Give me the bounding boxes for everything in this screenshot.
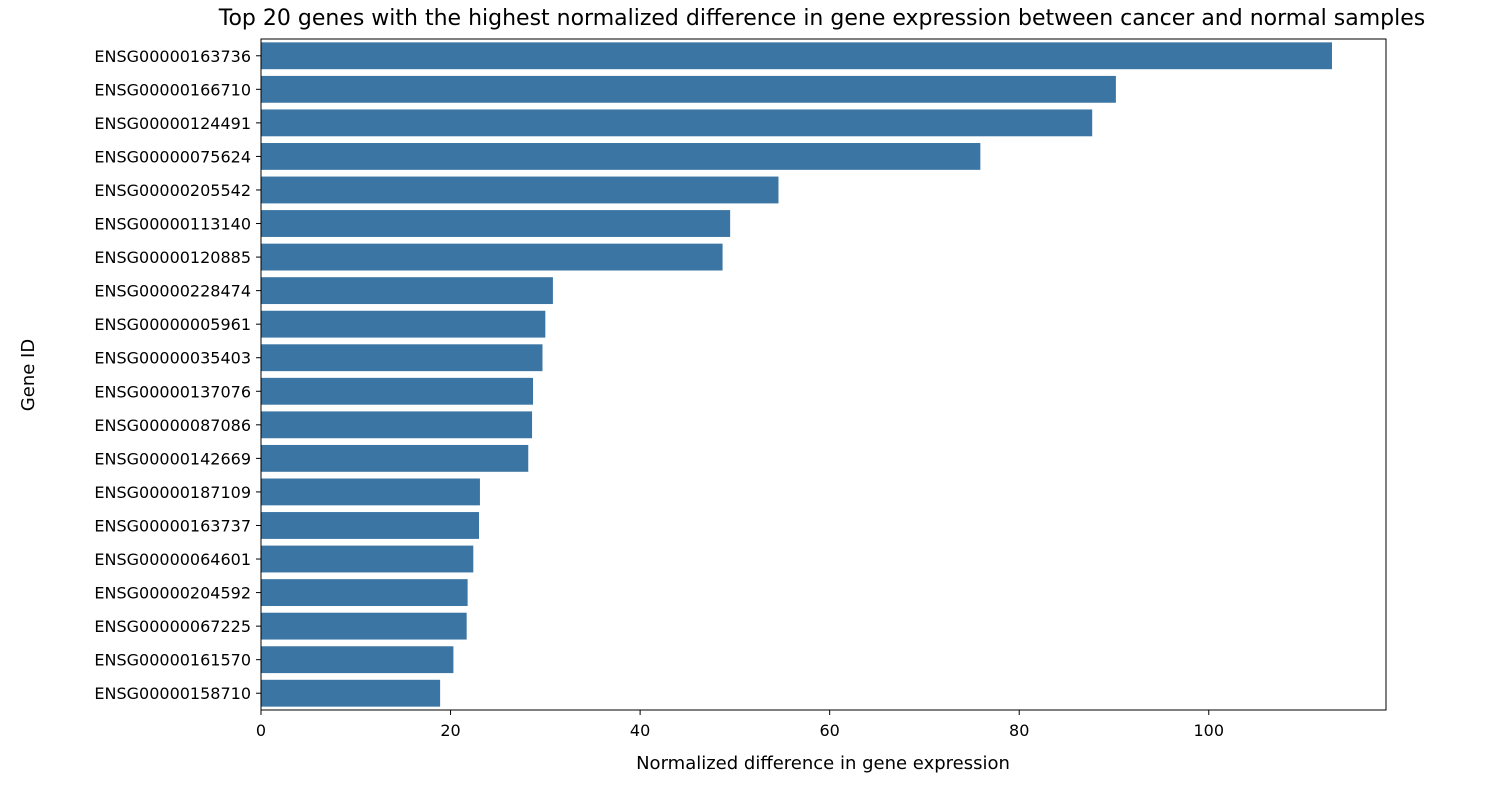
bar xyxy=(261,646,454,674)
bar xyxy=(261,377,534,405)
y-tick-label: ENSG00000113140 xyxy=(94,215,251,234)
bar xyxy=(261,579,468,606)
y-tick-label: ENSG00000166710 xyxy=(94,80,251,99)
y-tick-label: ENSG00000035403 xyxy=(94,349,251,368)
bar xyxy=(261,277,553,305)
bar xyxy=(261,42,1332,70)
y-tick-label: ENSG00000064601 xyxy=(94,550,251,569)
x-axis-label: Normalized difference in gene expression xyxy=(636,753,1010,774)
y-tick-label: ENSG00000161570 xyxy=(94,651,251,670)
y-tick-label: ENSG00000120885 xyxy=(94,248,251,267)
bar xyxy=(261,444,529,472)
bar xyxy=(261,243,723,271)
y-tick-label: ENSG00000228474 xyxy=(94,282,251,301)
bar xyxy=(261,176,779,204)
bar xyxy=(261,143,981,170)
y-tick-label: ENSG00000087086 xyxy=(94,416,251,435)
bar xyxy=(261,75,1116,103)
bar xyxy=(261,210,731,237)
y-tick-label: ENSG00000137076 xyxy=(94,382,251,401)
y-axis-label: Gene ID xyxy=(18,339,39,411)
bar xyxy=(261,512,479,539)
x-tick-label: 80 xyxy=(1009,721,1029,740)
bar xyxy=(261,109,1093,137)
x-tick-label: 20 xyxy=(440,721,460,740)
y-tick-label: ENSG00000075624 xyxy=(94,147,251,166)
y-tick-label: ENSG00000005961 xyxy=(94,315,251,334)
x-axis-ticks: 0 20 40 60 80 100 xyxy=(256,710,1224,740)
x-tick-label: 40 xyxy=(630,721,650,740)
y-tick-label: ENSG00000204592 xyxy=(94,584,251,603)
y-tick-label: ENSG00000067225 xyxy=(94,617,251,636)
y-tick-label: ENSG00000142669 xyxy=(94,449,251,468)
y-tick-label: ENSG00000205542 xyxy=(94,181,251,200)
y-tick-label: ENSG00000163736 xyxy=(94,47,251,66)
y-tick-label: ENSG00000187109 xyxy=(94,483,251,502)
bar xyxy=(261,612,467,640)
plot-area-frame xyxy=(260,38,1387,711)
x-tick-label: 0 xyxy=(256,721,266,740)
y-tick-label: ENSG00000158710 xyxy=(94,684,251,703)
bar xyxy=(261,679,441,707)
bars-group xyxy=(261,42,1332,707)
bar xyxy=(261,478,480,506)
x-tick-label: 60 xyxy=(819,721,839,740)
bar xyxy=(261,344,543,372)
y-axis-ticks: ENSG00000163736 ENSG00000166710 ENSG000001… xyxy=(94,47,261,703)
x-tick-label: 100 xyxy=(1193,721,1224,740)
bar xyxy=(261,411,533,439)
y-tick-label: ENSG00000163737 xyxy=(94,516,251,535)
y-tick-label: ENSG00000124491 xyxy=(94,114,251,133)
bar xyxy=(261,545,474,573)
chart-title: Top 20 genes with the highest normalized… xyxy=(218,6,1425,31)
bar xyxy=(261,310,546,338)
